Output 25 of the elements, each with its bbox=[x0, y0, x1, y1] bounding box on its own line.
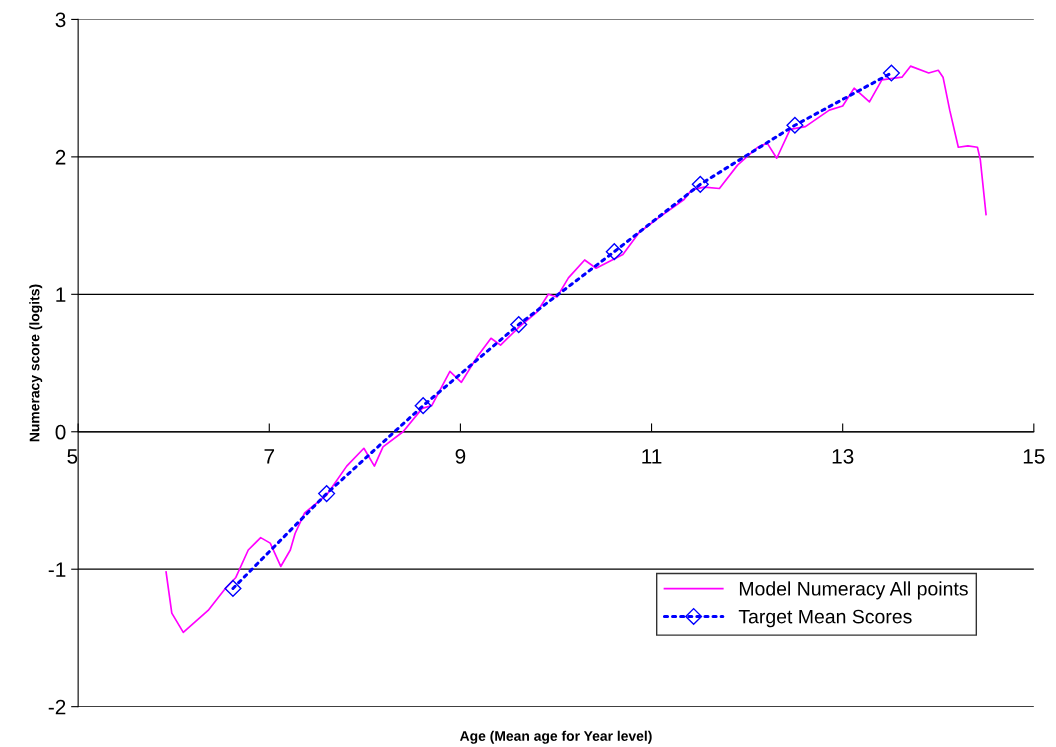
x-tick-label: 5 bbox=[67, 449, 78, 464]
point bbox=[318, 485, 336, 503]
x-tick-label: 15 bbox=[1023, 449, 1045, 464]
y-tick-label: 1 bbox=[56, 287, 66, 302]
y-axis-title: Numeracy score (logits) bbox=[29, 284, 43, 442]
x-tick-label: 13 bbox=[832, 448, 854, 464]
point bbox=[414, 397, 432, 415]
y-tick-label: 0 bbox=[55, 424, 66, 440]
x-tick-label: 9 bbox=[455, 448, 466, 464]
point bbox=[224, 579, 242, 598]
x-tick-label: 11 bbox=[642, 449, 662, 464]
line-series bbox=[165, 65, 987, 634]
point bbox=[882, 64, 900, 82]
x-axis-title: Age (Mean age for Year level) bbox=[459, 730, 652, 744]
legend-label: Target Mean Scores bbox=[738, 609, 912, 628]
x-tick-label: 7 bbox=[264, 449, 275, 464]
y-tick-label: -2 bbox=[48, 699, 66, 715]
y-tick-label: -1 bbox=[48, 562, 66, 577]
point bbox=[691, 175, 709, 193]
legend-label: Model Numeracy All points bbox=[739, 581, 968, 600]
point bbox=[510, 316, 528, 334]
y-tick-label: 3 bbox=[55, 12, 66, 28]
point bbox=[605, 243, 623, 261]
point bbox=[786, 116, 804, 134]
y-tick-label: 2 bbox=[55, 149, 66, 165]
